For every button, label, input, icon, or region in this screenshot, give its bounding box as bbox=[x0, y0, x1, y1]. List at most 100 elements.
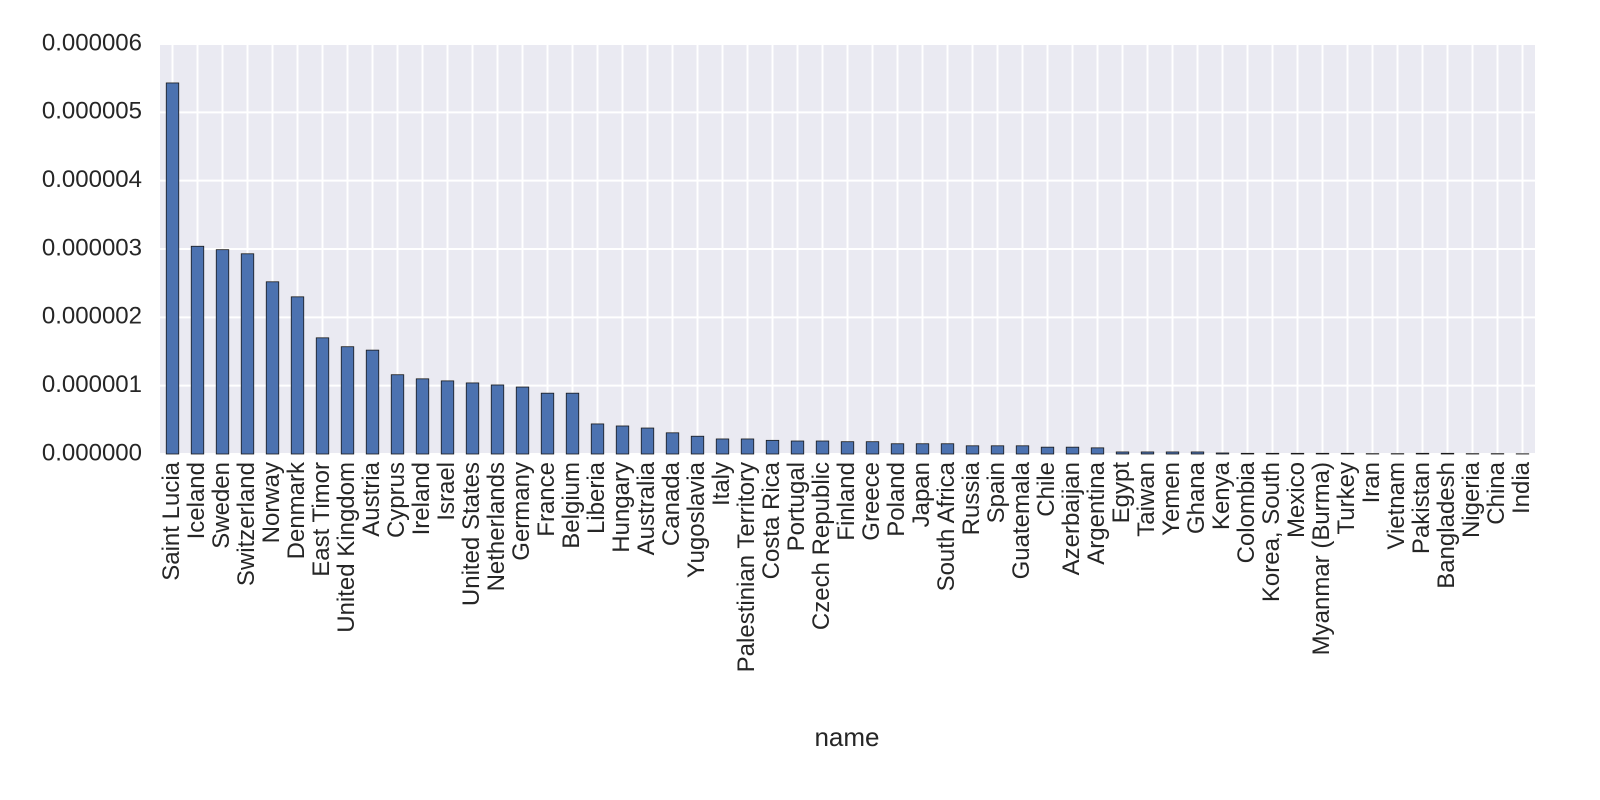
x-tick-label: Turkey bbox=[1333, 462, 1360, 534]
x-tick-label: Guatemala bbox=[1008, 461, 1035, 579]
x-tick-label: Belgium bbox=[558, 462, 585, 549]
x-tick-label: Yemen bbox=[1158, 462, 1185, 536]
x-tick-label: Argentina bbox=[1083, 461, 1110, 564]
x-tick-label: Netherlands bbox=[483, 462, 510, 591]
x-tick-label: Palestinian Territory bbox=[733, 462, 760, 672]
y-tick-label: 0.000004 bbox=[42, 166, 142, 193]
x-tick-label: Hungary bbox=[608, 462, 635, 553]
x-tick-label: Cyprus bbox=[383, 462, 410, 538]
x-tick-label: Colombia bbox=[1233, 461, 1260, 563]
bar bbox=[1240, 452, 1255, 455]
x-tick-label: Ghana bbox=[1183, 461, 1210, 534]
x-tick-label: Switzerland bbox=[233, 462, 260, 586]
x-tick-label: Kenya bbox=[1208, 461, 1235, 530]
bar bbox=[415, 378, 430, 455]
x-tick-label: Australia bbox=[633, 461, 660, 555]
bar bbox=[965, 445, 980, 455]
bar bbox=[1040, 446, 1055, 455]
x-tick-label: Canada bbox=[658, 461, 685, 546]
x-tick-label: Mexico bbox=[1283, 462, 1310, 538]
x-tick-label: Taiwan bbox=[1133, 462, 1160, 537]
x-tick-label: Korea, South bbox=[1258, 462, 1285, 602]
bar bbox=[1165, 451, 1180, 455]
bar bbox=[940, 443, 955, 455]
x-tick-label: Iceland bbox=[183, 462, 210, 539]
bar bbox=[715, 438, 730, 455]
x-tick-label: India bbox=[1508, 461, 1535, 514]
x-tick-label: United States bbox=[458, 462, 485, 606]
bar bbox=[340, 346, 355, 455]
bar bbox=[390, 374, 405, 455]
bar bbox=[1215, 452, 1230, 455]
bar bbox=[490, 384, 505, 455]
y-tick-label: 0.000000 bbox=[42, 439, 142, 466]
bar bbox=[590, 423, 605, 455]
x-tick-label: Myanmar (Burma) bbox=[1308, 462, 1335, 655]
x-tick-label: Ireland bbox=[408, 462, 435, 535]
bar bbox=[1315, 452, 1330, 455]
x-tick-label: Russia bbox=[958, 461, 985, 535]
y-tick-label: 0.000001 bbox=[42, 371, 142, 398]
bar bbox=[240, 253, 255, 455]
bar bbox=[1065, 446, 1080, 455]
x-tick-label: Austria bbox=[358, 461, 385, 536]
x-tick-label: Israel bbox=[433, 462, 460, 521]
x-tick-label: Liberia bbox=[583, 461, 610, 534]
bar bbox=[1090, 447, 1105, 455]
bar bbox=[915, 443, 930, 455]
y-tick-label: 0.000002 bbox=[42, 303, 142, 330]
bar bbox=[1015, 445, 1030, 455]
bar bbox=[290, 296, 305, 455]
bar bbox=[1415, 452, 1430, 455]
x-tick-label: Germany bbox=[508, 462, 535, 561]
x-tick-label: Spain bbox=[983, 462, 1010, 523]
bar bbox=[1440, 452, 1455, 455]
x-tick-label: Bangladesh bbox=[1433, 462, 1460, 589]
y-tick-label: 0.000006 bbox=[42, 29, 142, 56]
x-tick-label: South Africa bbox=[933, 461, 960, 591]
x-tick-label: France bbox=[533, 462, 560, 537]
x-tick-label: Vietnam bbox=[1383, 462, 1410, 550]
x-tick-label: Czech Republic bbox=[808, 462, 835, 630]
bar bbox=[740, 438, 755, 455]
x-tick-label: Pakistan bbox=[1408, 462, 1435, 554]
x-tick-label: Iran bbox=[1358, 462, 1385, 503]
bar bbox=[365, 349, 380, 455]
x-tick-label: Nigeria bbox=[1458, 461, 1485, 538]
x-tick-label: Finland bbox=[833, 462, 860, 541]
x-tick-label: Denmark bbox=[283, 461, 310, 559]
y-tick-label: 0.000003 bbox=[42, 234, 142, 261]
x-tick-label: Italy bbox=[708, 462, 735, 506]
x-tick-label: Saint Lucia bbox=[158, 461, 185, 580]
bar bbox=[815, 440, 830, 455]
x-tick-label: Egypt bbox=[1108, 462, 1135, 524]
x-tick-label: Norway bbox=[258, 462, 285, 543]
bar bbox=[890, 443, 905, 455]
bar bbox=[1190, 451, 1205, 455]
x-tick-label: Japan bbox=[908, 462, 935, 527]
bar bbox=[840, 441, 855, 455]
y-tick-label: 0.000005 bbox=[42, 98, 142, 125]
bar bbox=[440, 380, 455, 455]
x-tick-label: Poland bbox=[883, 462, 910, 537]
x-tick-label: China bbox=[1483, 461, 1510, 524]
bar bbox=[215, 249, 230, 455]
x-tick-label: Chile bbox=[1033, 462, 1060, 517]
bar bbox=[1115, 451, 1130, 455]
x-tick-label: Greece bbox=[858, 462, 885, 541]
x-tick-label: Portugal bbox=[783, 462, 810, 551]
x-tick-label: Sweden bbox=[208, 462, 235, 549]
x-tick-label: Yugoslavia bbox=[683, 461, 710, 578]
x-tick-label: United Kingdom bbox=[333, 462, 360, 633]
x-tick-label: East Timor bbox=[308, 462, 335, 577]
bar bbox=[540, 392, 555, 455]
bar bbox=[1265, 452, 1280, 455]
bar bbox=[665, 432, 680, 455]
bar bbox=[790, 440, 805, 455]
bar bbox=[865, 441, 880, 455]
x-tick-label: Costa Rica bbox=[758, 461, 785, 579]
bar bbox=[465, 382, 480, 455]
x-tick-label: Azerbaijan bbox=[1058, 462, 1085, 575]
